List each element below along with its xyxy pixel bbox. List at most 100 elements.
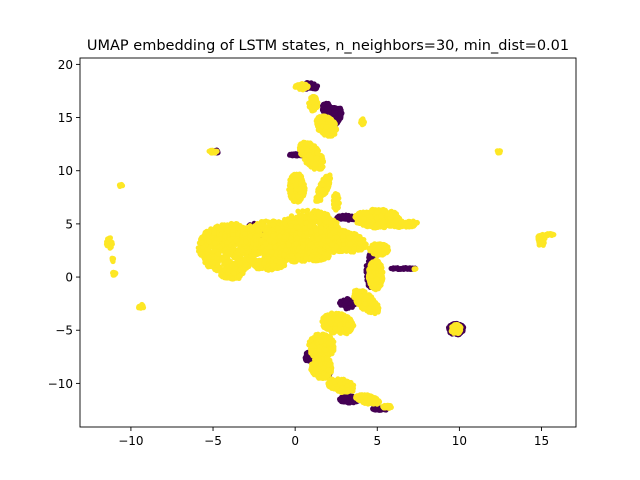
- data-point: [227, 258, 233, 264]
- data-point: [206, 239, 212, 245]
- data-point: [317, 247, 323, 254]
- data-point: [378, 268, 384, 274]
- data-point: [362, 301, 368, 307]
- data-point: [201, 256, 207, 262]
- data-point: [270, 222, 276, 228]
- data-point: [243, 239, 249, 245]
- data-point: [323, 219, 329, 225]
- data-point: [230, 227, 236, 233]
- data-point: [299, 212, 305, 218]
- scatter-points: [103, 80, 557, 413]
- data-point: [197, 251, 203, 257]
- series-1: [103, 81, 557, 411]
- data-point: [295, 208, 301, 214]
- data-point: [325, 238, 331, 244]
- data-point: [307, 223, 313, 229]
- data-point: [272, 244, 278, 250]
- data-point: [378, 213, 384, 219]
- data-point: [215, 262, 221, 268]
- data-point: [267, 244, 273, 250]
- data-point: [262, 248, 268, 254]
- data-point: [316, 219, 322, 225]
- data-point: [286, 242, 292, 248]
- data-point: [356, 300, 362, 306]
- data-point: [253, 241, 259, 247]
- data-point: [308, 229, 314, 235]
- data-point: [215, 251, 221, 257]
- data-point: [373, 249, 379, 255]
- data-point: [373, 406, 379, 412]
- data-point: [351, 246, 357, 252]
- data-point: [212, 240, 218, 247]
- data-point: [224, 239, 230, 245]
- data-point: [314, 256, 320, 262]
- data-point: [374, 209, 380, 215]
- data-point: [224, 249, 230, 255]
- data-point: [327, 326, 333, 333]
- data-point: [263, 241, 269, 247]
- data-point: [281, 234, 287, 240]
- data-point: [393, 218, 399, 224]
- data-point: [345, 322, 351, 328]
- data-point: [316, 213, 322, 219]
- data-point: [289, 253, 295, 259]
- data-point: [381, 250, 387, 256]
- data-point: [293, 241, 299, 247]
- data-point: [360, 209, 366, 215]
- data-point: [381, 242, 387, 248]
- data-point: [405, 266, 411, 272]
- data-point: [237, 260, 243, 266]
- data-point: [338, 112, 344, 118]
- data-point: [375, 221, 381, 227]
- data-point: [295, 224, 301, 230]
- data-point: [367, 222, 373, 228]
- data-point: [282, 220, 288, 227]
- data-point: [318, 229, 324, 235]
- data-point: [337, 300, 343, 306]
- data-point: [410, 220, 416, 226]
- data-point: [371, 264, 377, 270]
- data-point: [232, 254, 238, 260]
- data-point: [355, 220, 362, 226]
- data-point: [337, 322, 343, 328]
- data-point: [327, 232, 333, 238]
- data-point: [319, 318, 325, 325]
- data-point: [334, 234, 340, 240]
- data-point: [320, 215, 327, 221]
- data-point: [235, 247, 241, 253]
- data-point: [363, 294, 369, 300]
- data-point: [199, 234, 205, 240]
- data-point: [305, 356, 311, 362]
- data-point: [347, 241, 353, 247]
- data-point: [268, 249, 274, 255]
- data-point: [237, 223, 243, 229]
- data-point: [342, 395, 348, 401]
- data-point: [247, 233, 253, 239]
- data-point: [337, 312, 344, 318]
- data-point: [331, 110, 338, 116]
- data-point: [329, 242, 335, 248]
- data-point: [340, 233, 346, 239]
- data-point: [332, 326, 338, 332]
- data-point: [242, 231, 248, 237]
- data-point: [213, 267, 219, 273]
- data-point: [315, 236, 321, 242]
- data-point: [348, 318, 354, 324]
- data-point: [354, 288, 360, 294]
- data-point: [255, 227, 261, 233]
- data-point: [313, 228, 319, 234]
- data-point: [343, 298, 349, 304]
- data-point: [324, 106, 330, 112]
- data-point: [385, 211, 391, 217]
- data-point: [195, 245, 201, 251]
- data-point: [374, 276, 380, 282]
- data-point: [224, 222, 231, 228]
- data-point: [375, 304, 381, 311]
- data-point: [341, 246, 347, 252]
- data-point: [357, 241, 363, 247]
- data-point: [314, 83, 321, 89]
- data-point: [366, 306, 372, 312]
- data-point: [346, 235, 352, 241]
- data-point: [214, 223, 220, 229]
